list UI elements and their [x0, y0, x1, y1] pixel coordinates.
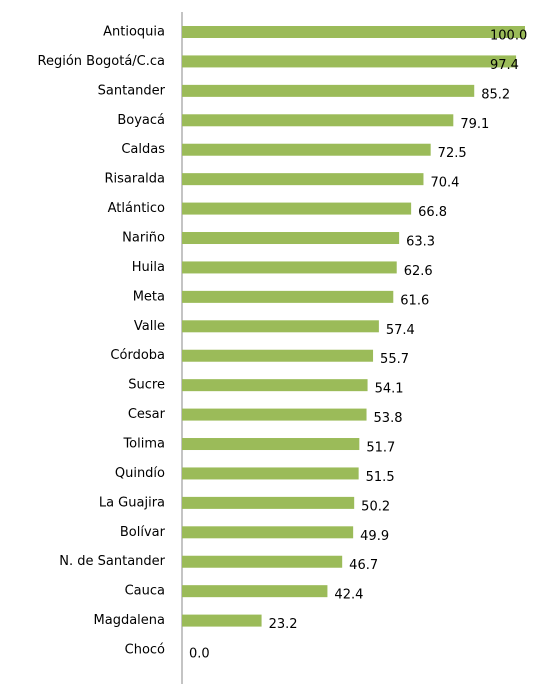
value-label: 50.2: [361, 499, 390, 514]
category-label: Quindío: [115, 466, 165, 481]
category-label: La Guajira: [99, 495, 165, 510]
value-label: 51.7: [366, 441, 395, 456]
category-label: Cauca: [125, 584, 165, 599]
category-label: Meta: [133, 289, 165, 304]
value-label: 97.4: [490, 58, 519, 73]
bar: [182, 232, 400, 245]
bar: [182, 555, 343, 568]
value-label: 55.7: [380, 352, 409, 367]
bar: [182, 467, 359, 480]
category-label: Atlántico: [108, 201, 165, 216]
bar: [182, 379, 368, 392]
category-label: Bolívar: [120, 525, 166, 540]
value-label: 57.4: [386, 323, 415, 338]
category-label: Región Bogotá/C.ca: [38, 54, 165, 69]
category-label: Nariño: [122, 231, 165, 246]
bar: [182, 290, 394, 303]
bar: [182, 84, 475, 97]
value-label: 70.4: [430, 176, 459, 191]
bar: [182, 320, 379, 333]
category-label: Magdalena: [94, 613, 165, 628]
value-label: 42.4: [334, 588, 363, 603]
category-label: Huila: [132, 260, 165, 275]
bar: [182, 526, 354, 539]
bar: [182, 26, 525, 38]
value-label: 63.3: [406, 235, 435, 250]
category-label: Antioquia: [103, 25, 165, 40]
bar: [182, 261, 397, 274]
category-label: Valle: [134, 319, 165, 334]
bar: [182, 173, 424, 186]
value-label: 85.2: [481, 87, 510, 102]
bar: [182, 614, 262, 627]
bar: [182, 585, 328, 598]
category-label: Chocó: [125, 643, 165, 658]
bar: [182, 496, 355, 509]
category-label: Sucre: [128, 378, 165, 393]
bar: [182, 349, 374, 362]
bar: [182, 143, 431, 156]
value-label: 51.5: [366, 470, 395, 485]
value-label: 54.1: [375, 382, 404, 397]
bar: [182, 114, 454, 127]
category-label: Córdoba: [110, 348, 165, 363]
category-label: Cesar: [128, 407, 166, 422]
bar: [182, 438, 360, 451]
bar: [182, 55, 517, 68]
value-label: 79.1: [460, 117, 489, 132]
category-label: N. de Santander: [59, 554, 165, 569]
value-label: 100.0: [490, 29, 527, 44]
category-label: Santander: [98, 83, 166, 98]
value-label: 46.7: [349, 558, 378, 573]
value-label: 62.6: [404, 264, 433, 279]
value-label: 49.9: [360, 529, 389, 544]
value-label: 23.2: [269, 617, 298, 632]
category-label: Boyacá: [117, 113, 165, 128]
category-label: Risaralda: [104, 172, 165, 187]
bar: [182, 202, 412, 215]
category-label: Tolima: [122, 437, 165, 452]
value-label: 53.8: [374, 411, 403, 426]
bar: [182, 408, 367, 421]
value-label: 72.5: [438, 146, 467, 161]
value-label: 61.6: [400, 293, 429, 308]
value-label: 66.8: [418, 205, 447, 220]
value-label: 0.0: [189, 647, 210, 662]
category-label: Caldas: [121, 142, 165, 157]
